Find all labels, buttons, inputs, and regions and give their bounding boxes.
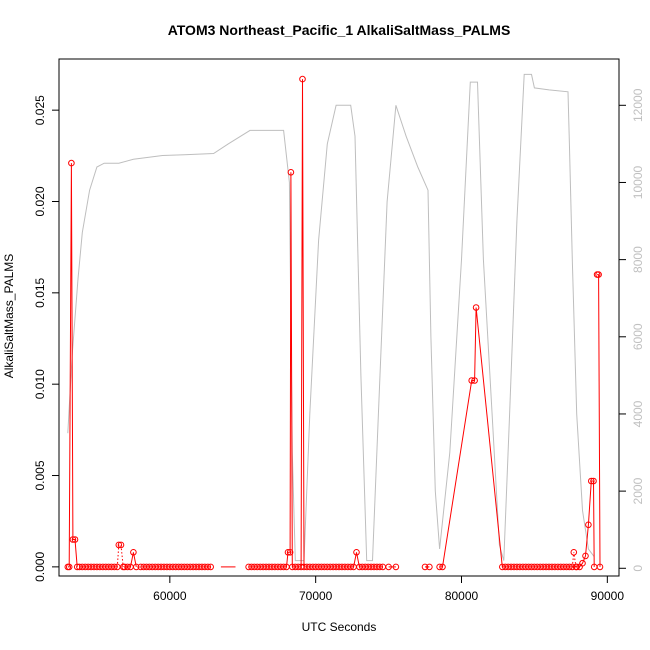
y-tick-label: 0.020 bbox=[33, 186, 47, 216]
data-point bbox=[287, 169, 295, 176]
data-point bbox=[124, 563, 131, 571]
data-point bbox=[111, 563, 118, 571]
y2-tick-label: 2000 bbox=[631, 477, 645, 504]
x-tick-label: 60000 bbox=[153, 589, 187, 603]
y2-tick-label: 10000 bbox=[631, 165, 645, 199]
y-tick-label: 0.005 bbox=[33, 460, 47, 490]
y-axis-label: AlkaliSaltMass_PALMS bbox=[2, 254, 16, 379]
data-point bbox=[68, 159, 75, 167]
data-point bbox=[353, 549, 360, 556]
data-point bbox=[569, 563, 576, 571]
data-point bbox=[585, 521, 592, 529]
y-tick-label: 0.010 bbox=[33, 369, 47, 399]
data-point bbox=[286, 549, 294, 556]
x-tick-label: 70000 bbox=[299, 589, 333, 603]
data-point bbox=[130, 549, 137, 556]
data-point bbox=[426, 563, 433, 571]
x-axis: 60000 70000 80000 90000 bbox=[153, 576, 624, 603]
data-point bbox=[421, 563, 429, 571]
primary-series-segment bbox=[67, 163, 78, 568]
x-tick-label: 90000 bbox=[591, 589, 625, 603]
data-point bbox=[280, 563, 287, 571]
data-point bbox=[596, 563, 604, 571]
y2-tick-label: 4000 bbox=[631, 400, 645, 427]
y2-tick-label: 0 bbox=[631, 565, 645, 572]
y2-tick-label: 12000 bbox=[631, 88, 645, 122]
y-axis: 0.000 0.005 0.010 0.015 0.020 0.025 bbox=[33, 95, 59, 582]
data-point bbox=[204, 563, 212, 571]
data-point bbox=[590, 477, 597, 485]
data-point bbox=[133, 563, 140, 571]
secondary-series bbox=[67, 73, 595, 562]
data-point bbox=[347, 563, 355, 571]
primary-series-segment bbox=[571, 552, 577, 567]
data-point bbox=[284, 549, 292, 556]
data-point bbox=[65, 563, 73, 571]
data-point bbox=[117, 541, 125, 549]
x-axis-label: UTC Seconds bbox=[302, 620, 377, 634]
primary-series-segment bbox=[576, 480, 595, 568]
data-point bbox=[385, 563, 392, 571]
primary-series bbox=[64, 75, 604, 571]
chart-title: ATOM3 Northeast_Pacific_1 AlkaliSaltMass… bbox=[168, 22, 511, 38]
data-point bbox=[392, 563, 400, 571]
y-tick-label: 0.025 bbox=[33, 95, 47, 125]
y-tick-label: 0.015 bbox=[33, 277, 47, 307]
data-point bbox=[376, 563, 384, 571]
primary-series-segment bbox=[116, 544, 124, 567]
primary-series-segment bbox=[248, 79, 383, 568]
secondary-series-line bbox=[67, 73, 595, 562]
data-point bbox=[579, 559, 586, 567]
y-tick-label: 0.000 bbox=[33, 552, 47, 582]
data-point bbox=[570, 549, 578, 556]
data-point bbox=[69, 536, 77, 543]
data-point bbox=[472, 304, 480, 311]
data-point bbox=[595, 271, 602, 278]
data-point bbox=[439, 563, 446, 571]
data-point bbox=[71, 536, 79, 543]
data-point bbox=[468, 377, 476, 384]
primary-series-segment bbox=[439, 307, 573, 568]
y2-axis: 0 2000 4000 6000 8000 10000 12000 bbox=[619, 88, 645, 572]
plot-frame bbox=[58, 58, 620, 577]
data-point bbox=[207, 563, 214, 571]
data-point bbox=[115, 541, 123, 549]
data-point bbox=[588, 477, 595, 485]
data-point bbox=[299, 75, 306, 83]
y2-tick-label: 6000 bbox=[631, 323, 645, 350]
data-point bbox=[566, 563, 573, 571]
data-point bbox=[582, 552, 589, 560]
data-point bbox=[573, 563, 581, 571]
x-tick-label: 80000 bbox=[445, 589, 479, 603]
y2-tick-label: 8000 bbox=[631, 246, 645, 273]
data-point bbox=[436, 563, 443, 571]
primary-series-segment bbox=[597, 274, 601, 567]
data-point bbox=[471, 377, 478, 384]
